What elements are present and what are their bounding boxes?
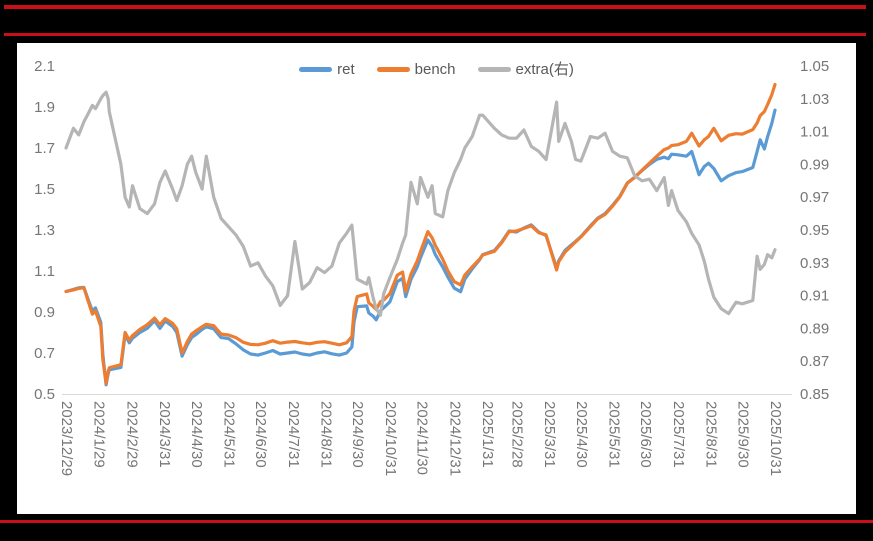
x-axis-tick: 2024/9/30 — [349, 401, 366, 468]
left-axis-tick: 0.7 — [34, 345, 55, 362]
extra-line — [64, 90, 777, 317]
right-axis-tick: 0.89 — [800, 320, 829, 337]
right-axis-tick: 1.03 — [800, 91, 829, 108]
left-axis-tick: 0.9 — [34, 304, 55, 321]
x-axis-tick: 2024/10/31 — [382, 401, 399, 476]
right-axis-tick: 0.97 — [800, 189, 829, 206]
x-axis-tick: 2025/1/31 — [479, 401, 496, 468]
x-axis-tick: 2024/11/30 — [414, 401, 431, 475]
x-axis-tick: 2024/6/30 — [252, 401, 269, 468]
x-axis-tick: 2025/4/30 — [573, 401, 590, 468]
x-axis-tick: 2025/9/30 — [734, 401, 751, 468]
x-axis-tick: 2024/8/31 — [318, 401, 335, 468]
x-axis-tick: 2024/7/31 — [285, 401, 302, 468]
x-axis-tick: 2024/2/29 — [123, 401, 140, 468]
legend-item-ret: ret — [299, 62, 355, 77]
x-axis-tick: 2024/1/29 — [91, 401, 108, 468]
x-axis-tick: 2025/6/30 — [637, 401, 654, 468]
extra-line-swatch — [477, 67, 511, 72]
right-axis-tick: 0.85 — [800, 386, 829, 403]
left-axis-tick: 1.7 — [34, 140, 55, 157]
chart-panel: ret bench extra(右) 2.1 1.9 1.7 1.5 1.3 1.1 0.9… — [17, 43, 856, 514]
bottom-red-rule — [0, 520, 873, 523]
x-axis-tick: 2025/8/31 — [703, 401, 720, 468]
x-axis-tick: 2024/5/31 — [221, 401, 238, 468]
bench-line — [64, 82, 777, 385]
legend-item-bench: bench — [376, 61, 456, 78]
left-axis-tick: 1.3 — [34, 222, 55, 239]
x-axis-tick: 2024/3/31 — [156, 401, 173, 468]
x-axis-tick: 2023/12/29 — [58, 401, 75, 476]
x-axis-tick: 2024/12/31 — [446, 401, 463, 476]
x-axis-tick: 2025/2/28 — [509, 401, 526, 468]
right-axis-tick: 0.99 — [800, 156, 829, 173]
top-red-rule-1 — [4, 5, 866, 9]
left-axis-tick: 1.1 — [34, 263, 55, 280]
legend-label-bench: bench — [414, 61, 456, 78]
x-axis-tick: 2025/3/31 — [541, 401, 558, 468]
top-red-rule-2 — [4, 33, 866, 36]
bench-line-swatch — [376, 67, 410, 72]
chart-legend: ret bench extra(右) — [17, 62, 856, 77]
left-axis-tick: 0.5 — [34, 386, 55, 403]
legend-label-extra: extra(右) — [515, 61, 574, 78]
x-axis-tick: 2025/10/31 — [767, 401, 784, 476]
right-axis-tick: 0.91 — [800, 288, 829, 305]
x-axis-tick: 2025/5/31 — [606, 401, 623, 468]
right-axis-tick: 1.01 — [800, 124, 829, 141]
x-axis-tick: 2025/7/31 — [670, 401, 687, 468]
legend-item-extra: extra(右) — [477, 61, 574, 78]
left-axis-tick: 1.5 — [34, 181, 55, 198]
legend-label-ret: ret — [337, 61, 355, 78]
x-axis-tick: 2024/4/30 — [188, 401, 205, 468]
left-axis-tick: 2.1 — [34, 58, 55, 75]
right-axis-tick: 0.87 — [800, 353, 829, 370]
ret-line-swatch — [299, 67, 333, 72]
left-axis-tick: 1.9 — [34, 99, 55, 116]
chart-plot: 2.1 1.9 1.7 1.5 1.3 1.1 0.9 0.7 0.5 1.05 1.03 1.01 0… — [34, 58, 829, 476]
right-axis-tick: 1.05 — [800, 58, 829, 75]
right-axis-tick: 0.95 — [800, 222, 829, 239]
right-axis-tick: 0.93 — [800, 255, 829, 272]
